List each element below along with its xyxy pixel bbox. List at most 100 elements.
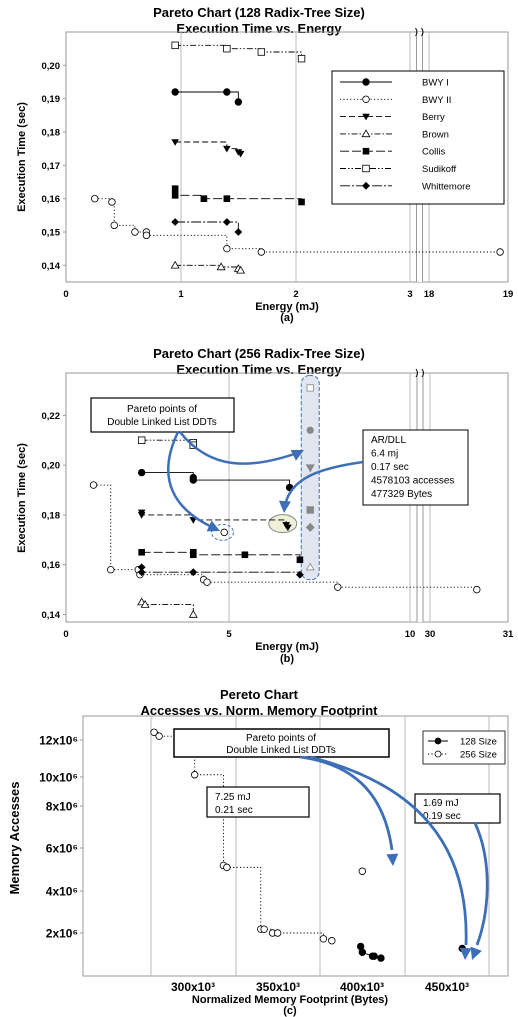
chart-a-legend-marker bbox=[362, 78, 370, 86]
chart-a-point bbox=[91, 194, 99, 203]
chart-c-ytick-label: 8x10⁶ bbox=[46, 800, 78, 814]
chart-a-series-line bbox=[175, 44, 302, 59]
chart-a-series-line bbox=[175, 264, 242, 271]
chart-c-legend-marker bbox=[434, 737, 442, 745]
chart-a-ytick-label: 0,18 bbox=[42, 128, 61, 139]
chart-b-point bbox=[137, 563, 146, 572]
chart-c-ytick-label: 2x10⁶ bbox=[46, 927, 78, 941]
chart-c-arrowhead bbox=[459, 947, 472, 960]
chart-c-point bbox=[155, 732, 163, 740]
chart-b-plot-area bbox=[65, 372, 509, 623]
chart-c-ytick-label: 4x10⁶ bbox=[46, 885, 78, 899]
chart-b-highlight-ellipse bbox=[211, 523, 235, 541]
chart-a-point bbox=[108, 198, 116, 206]
chart-b-ytick-label: 0,18 bbox=[42, 510, 61, 521]
chart-a-series-line bbox=[174, 188, 302, 203]
chart-a-point bbox=[223, 44, 231, 53]
chart-b-arrowhead bbox=[278, 500, 291, 513]
chart-a-point bbox=[142, 231, 151, 240]
chart-b-series bbox=[137, 597, 198, 618]
chart-a-xlabel: Energy (mJ) bbox=[255, 301, 319, 313]
chart-c-annotation-text: 0.19 sec bbox=[423, 811, 461, 822]
chart-b-xlabel: Energy (mJ) bbox=[255, 641, 319, 653]
chart-b-ylabel: Execution Time (sec) bbox=[16, 443, 28, 553]
chart-a-subtitle: Execution Time vs. Energy bbox=[176, 21, 342, 36]
chart-a-plot-area bbox=[65, 31, 509, 283]
chart-b-point bbox=[137, 468, 146, 477]
chart-b: Pareto Chart (256 Radix-Tree Size)Execut… bbox=[16, 346, 514, 665]
chart-b-series bbox=[305, 384, 315, 571]
chart-b-annotation-box bbox=[90, 397, 235, 433]
chart-c-annotation-text: Double Linked List DDTs bbox=[226, 745, 336, 756]
chart-b-series-line bbox=[141, 472, 291, 488]
chart-b-xtick-label: 31 bbox=[503, 629, 514, 640]
chart-c-legend-box bbox=[422, 730, 506, 765]
chart-c-title: Pereto Chart bbox=[220, 687, 299, 702]
axis-break-symbol bbox=[415, 27, 424, 37]
chart-b-arrow bbox=[283, 460, 364, 507]
chart-b-point bbox=[189, 476, 197, 484]
chart-b-annotation-text: Pareto points of bbox=[127, 404, 197, 415]
chart-b-point bbox=[296, 556, 304, 564]
chart-c-xtick-label: 350x10³ bbox=[256, 980, 300, 994]
chart-a-ytick-label: 0,16 bbox=[42, 194, 61, 205]
chart-a-ytick-label: 0,15 bbox=[42, 228, 61, 239]
chart-a-point bbox=[234, 228, 243, 236]
chart-c-ytick-label: 6x10⁶ bbox=[46, 842, 78, 856]
chart-c-series-line bbox=[154, 731, 333, 941]
chart-c-arrow bbox=[473, 822, 489, 946]
chart-c-point bbox=[150, 728, 158, 736]
chart-b-point bbox=[188, 609, 198, 618]
chart-a-ylabel: Execution Time (sec) bbox=[16, 102, 28, 212]
chart-b-point bbox=[138, 548, 145, 556]
chart-c-arrowhead bbox=[386, 853, 399, 866]
chart-a-series bbox=[171, 218, 243, 236]
chart-b-series-line bbox=[141, 601, 194, 615]
chart-b-xtick-label: 5 bbox=[226, 629, 232, 640]
chart-c-annotation-box bbox=[206, 786, 310, 818]
chart-c-point bbox=[319, 935, 328, 943]
chart-a-point bbox=[223, 195, 231, 202]
chart-a-series-line bbox=[175, 221, 239, 233]
chart-a-ytick-label: 0,19 bbox=[42, 94, 61, 105]
chart-a-point bbox=[297, 54, 306, 63]
chart-b-series bbox=[137, 436, 197, 449]
chart-c-point bbox=[358, 948, 367, 956]
chart-a-point bbox=[223, 88, 231, 96]
axis-break-symbol bbox=[415, 368, 424, 378]
chart-a-legend: BWY I BWY II Berry Brown Collis Sudikoff Whitt… bbox=[331, 70, 505, 205]
chart-a-series bbox=[170, 260, 246, 274]
chart-c-point bbox=[223, 863, 231, 872]
chart-b-ytick-label: 0,22 bbox=[42, 411, 61, 422]
chart-b-point bbox=[473, 585, 481, 594]
chart-a-xtick-label: 3 bbox=[407, 289, 412, 300]
chart-a-series bbox=[171, 185, 305, 206]
chart-a-series bbox=[91, 194, 504, 256]
chart-b-series-line bbox=[93, 484, 478, 590]
chart-a-point bbox=[223, 145, 231, 153]
chart-b-point bbox=[89, 481, 98, 489]
chart-a-point bbox=[234, 98, 243, 106]
chart-b-arrow bbox=[167, 431, 215, 530]
chart-b-dll-highlight bbox=[300, 374, 320, 581]
chart-a-point bbox=[496, 248, 504, 256]
chart-a-legend-marker bbox=[362, 147, 370, 155]
chart-c-point bbox=[260, 925, 268, 933]
chart-a-legend-label: BWY II bbox=[422, 95, 451, 106]
chart-b-arrow bbox=[179, 431, 301, 465]
chart-a-legend-marker bbox=[362, 181, 370, 190]
chart-b-point bbox=[140, 599, 150, 608]
chart-a-point bbox=[171, 192, 179, 199]
chart-a-legend-marker bbox=[362, 95, 370, 103]
chart-b-point bbox=[296, 570, 304, 579]
chart-b-point bbox=[189, 568, 198, 577]
chart-c-arrow bbox=[309, 755, 468, 946]
chart-b-point bbox=[306, 426, 314, 434]
chart-b-series-line bbox=[141, 551, 301, 560]
chart-b-annotation-text: 0.17 sec bbox=[371, 462, 409, 473]
chart-b-annotation-text: 6.4 mj bbox=[371, 449, 398, 460]
chart-a-point bbox=[222, 218, 231, 226]
chart-a-series bbox=[171, 139, 245, 158]
